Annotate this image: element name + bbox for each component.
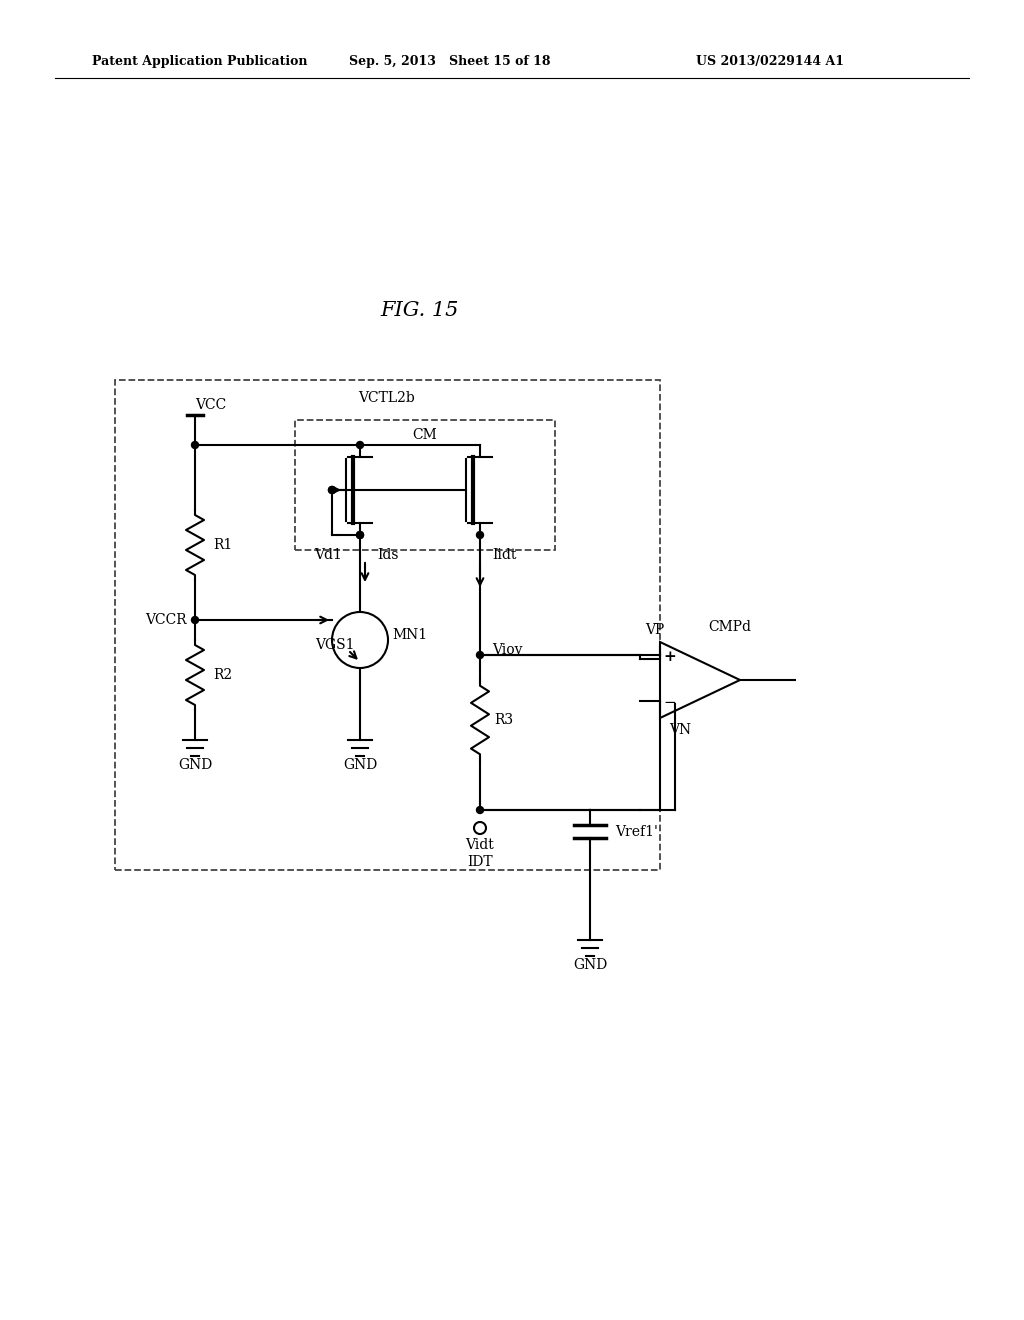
- Text: VP: VP: [645, 623, 665, 638]
- Text: Viov: Viov: [492, 643, 522, 657]
- Circle shape: [476, 652, 483, 659]
- Text: VCCR: VCCR: [145, 612, 187, 627]
- Text: +: +: [664, 649, 677, 664]
- Circle shape: [476, 532, 483, 539]
- Circle shape: [476, 807, 483, 813]
- Text: R3: R3: [494, 713, 513, 727]
- Text: VN: VN: [669, 723, 691, 737]
- Text: −: −: [664, 696, 677, 710]
- Circle shape: [356, 532, 364, 539]
- Text: Ids: Ids: [377, 548, 398, 562]
- Text: Iidt: Iidt: [492, 548, 516, 562]
- Circle shape: [191, 616, 199, 623]
- Circle shape: [356, 441, 364, 449]
- Text: IDT: IDT: [467, 855, 493, 869]
- Text: R2: R2: [213, 668, 232, 682]
- Circle shape: [356, 532, 364, 539]
- Text: CM: CM: [413, 428, 437, 442]
- Text: GND: GND: [343, 758, 377, 772]
- Circle shape: [329, 487, 336, 494]
- Circle shape: [332, 612, 388, 668]
- Text: Sep. 5, 2013   Sheet 15 of 18: Sep. 5, 2013 Sheet 15 of 18: [349, 55, 551, 69]
- Bar: [295, 420, 555, 550]
- Text: Vd1: Vd1: [314, 548, 342, 562]
- Text: R1: R1: [213, 539, 232, 552]
- Text: CMPd: CMPd: [709, 620, 752, 634]
- Text: VCC: VCC: [195, 399, 226, 412]
- Text: Patent Application Publication: Patent Application Publication: [92, 55, 308, 69]
- Text: MN1: MN1: [392, 628, 427, 642]
- Text: GND: GND: [572, 958, 607, 972]
- Text: VGS1: VGS1: [315, 638, 354, 652]
- Text: FIG. 15: FIG. 15: [381, 301, 459, 319]
- Bar: [115, 380, 660, 870]
- Text: GND: GND: [178, 758, 212, 772]
- Circle shape: [329, 487, 336, 494]
- Text: Vidt: Vidt: [466, 838, 495, 851]
- Circle shape: [474, 822, 486, 834]
- Text: VCTL2b: VCTL2b: [358, 391, 416, 405]
- Text: US 2013/0229144 A1: US 2013/0229144 A1: [696, 55, 844, 69]
- Text: Vref1': Vref1': [615, 825, 657, 840]
- Circle shape: [191, 441, 199, 449]
